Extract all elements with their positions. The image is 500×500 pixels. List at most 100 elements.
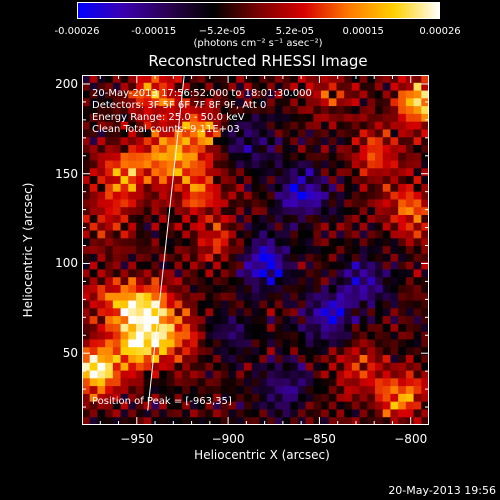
heatmap-cell [413, 409, 422, 418]
heatmap-cell [375, 347, 384, 356]
heatmap-cell [313, 362, 322, 371]
heatmap-cell [120, 191, 129, 200]
heatmap-cell [328, 137, 337, 146]
heatmap-cell [421, 370, 429, 379]
heatmap-cell [382, 183, 391, 193]
heatmap-cell [120, 393, 129, 403]
heatmap-cell [228, 269, 237, 278]
heatmap-cell [120, 137, 129, 146]
axis-ticks [82, 75, 429, 425]
heatmap-cell [413, 137, 422, 146]
heatmap-cell [375, 183, 384, 193]
heatmap-cell [336, 253, 345, 263]
heatmap-cell [189, 246, 199, 255]
heatmap-cell [89, 191, 98, 200]
heatmap-cell [313, 323, 322, 333]
heatmap-cell [359, 292, 368, 301]
heatmap-cell [128, 168, 137, 177]
heatmap-cell [213, 230, 222, 239]
heatmap-cell [274, 106, 283, 115]
heatmap-cell [182, 401, 191, 410]
heatmap-cell [89, 145, 98, 154]
heatmap-cell [344, 339, 353, 348]
heatmap-cell [128, 347, 137, 356]
heatmap-cell [421, 215, 429, 224]
heatmap-cell [97, 75, 106, 84]
heatmap-cell [344, 145, 353, 154]
heatmap-cell [274, 121, 283, 130]
heatmap-cell [405, 316, 414, 325]
heatmap-cell [367, 207, 376, 216]
heatmap-cell [259, 386, 268, 395]
heatmap-cell [321, 269, 330, 278]
heatmap-cell [382, 230, 391, 239]
heatmap-cell [159, 183, 168, 193]
heatmap-cell [305, 121, 314, 130]
heatmap-cell [282, 230, 291, 239]
heatmap-cell [336, 230, 345, 239]
heatmap-cell [321, 285, 330, 294]
heatmap-cell [182, 253, 191, 263]
heatmap-cell [166, 331, 175, 340]
heatmap-cell [189, 90, 199, 99]
heatmap-cell [151, 106, 160, 115]
heatmap-cell [105, 145, 114, 154]
heatmap-cell [282, 253, 291, 263]
heatmap-cell [313, 386, 322, 395]
heatmap-cell [421, 113, 429, 123]
heatmap-cell [336, 277, 345, 286]
heatmap-cell [159, 386, 168, 395]
heatmap-cell [151, 355, 160, 364]
heatmap-cell [243, 215, 253, 224]
heatmap-cell [421, 339, 429, 348]
heatmap-cell [143, 331, 152, 340]
heatmap-cell [243, 253, 253, 263]
heatmap-cell [251, 308, 260, 317]
heatmap-cell [166, 168, 175, 177]
heatmap-cell [105, 222, 114, 231]
heatmap-cell [351, 277, 360, 286]
heatmap-cell [290, 121, 299, 130]
heatmap-cell [413, 300, 422, 309]
heatmap-cell [382, 238, 391, 247]
heatmap-cell [375, 246, 384, 255]
heatmap-cell [282, 90, 291, 99]
heatmap-cell [151, 362, 160, 371]
heatmap-cell [89, 331, 98, 340]
heatmap-cell [351, 401, 360, 410]
heatmap-cell [166, 222, 175, 231]
heatmap-cell [344, 121, 353, 130]
heatmap-cell [351, 300, 360, 309]
heatmap-cell [166, 308, 175, 317]
heatmap-cell [259, 121, 268, 130]
heatmap-cell [267, 378, 276, 387]
heatmap-cell [321, 75, 330, 84]
heatmap-cell [120, 215, 129, 224]
heatmap-cell [189, 199, 199, 208]
heatmap-cell [390, 113, 399, 123]
heatmap-cell [243, 300, 253, 309]
heatmap-cell [421, 417, 429, 425]
timestamp: 20-May-2013 19:56 [388, 484, 496, 497]
heatmap-cell [282, 355, 291, 364]
heatmap-cell [421, 82, 429, 91]
heatmap-cell [359, 269, 368, 278]
heatmap-cell [236, 152, 245, 161]
heatmap-cell [282, 137, 291, 146]
heatmap-cell [282, 347, 291, 356]
heatmap-cell [220, 378, 229, 387]
heatmap-cell [421, 129, 429, 138]
heatmap-cell [344, 316, 353, 325]
heatmap-cell [128, 370, 137, 379]
heatmap-cell [344, 176, 353, 185]
heatmap-cell [344, 137, 353, 146]
heatmap-cell [251, 378, 260, 387]
heatmap-cell [336, 145, 345, 154]
heatmap-cell [413, 339, 422, 348]
heatmap-cell [375, 370, 384, 379]
heatmap-cell [105, 191, 114, 200]
heatmap-cell [189, 160, 199, 169]
heatmap-cell [143, 246, 152, 255]
heatmap-cell [305, 386, 314, 395]
heatmap-cell [228, 308, 237, 317]
